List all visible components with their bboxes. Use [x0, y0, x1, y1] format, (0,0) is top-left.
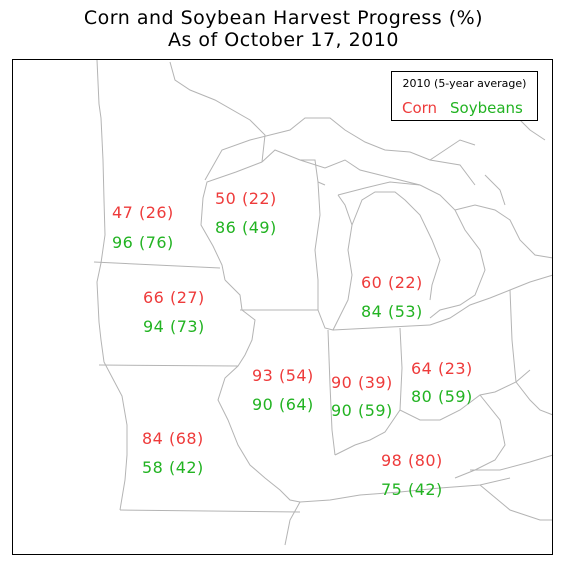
iowa-soybeans: 94 (73) — [143, 317, 205, 336]
minnesota-corn: 47 (26) — [112, 203, 174, 222]
legend-header: 2010 (5-year average) — [402, 77, 527, 90]
legend-soybeans: Soybeans — [450, 99, 523, 117]
map-title: Corn and Soybean Harvest Progress (%) — [83, 7, 484, 29]
minnesota-soybeans: 96 (76) — [112, 233, 174, 252]
illinois-soybeans: 90 (64) — [252, 395, 314, 414]
iowa-corn: 66 (27) — [143, 288, 205, 307]
ohio-corn: 64 (23) — [411, 359, 473, 378]
wisconsin-corn: 50 (22) — [215, 189, 277, 208]
missouri-soybeans: 58 (42) — [142, 458, 204, 477]
kentucky-soybeans: 75 (42) — [381, 480, 443, 499]
legend-box: 2010 (5-year average) Corn Soybeans — [391, 71, 538, 121]
legend-corn: Corn — [402, 99, 438, 117]
ohio-soybeans: 80 (59) — [411, 387, 473, 406]
wisconsin-soybeans: 86 (49) — [215, 218, 277, 237]
indiana-soybeans: 90 (59) — [331, 401, 393, 420]
map-frame — [12, 59, 553, 555]
kentucky-corn: 98 (80) — [381, 451, 443, 470]
michigan-corn: 60 (22) — [361, 273, 423, 292]
michigan-soybeans: 84 (53) — [361, 302, 423, 321]
map-subtitle: As of October 17, 2010 — [168, 29, 399, 51]
illinois-corn: 93 (54) — [252, 366, 314, 385]
missouri-corn: 84 (68) — [142, 429, 204, 448]
indiana-corn: 90 (39) — [331, 373, 393, 392]
